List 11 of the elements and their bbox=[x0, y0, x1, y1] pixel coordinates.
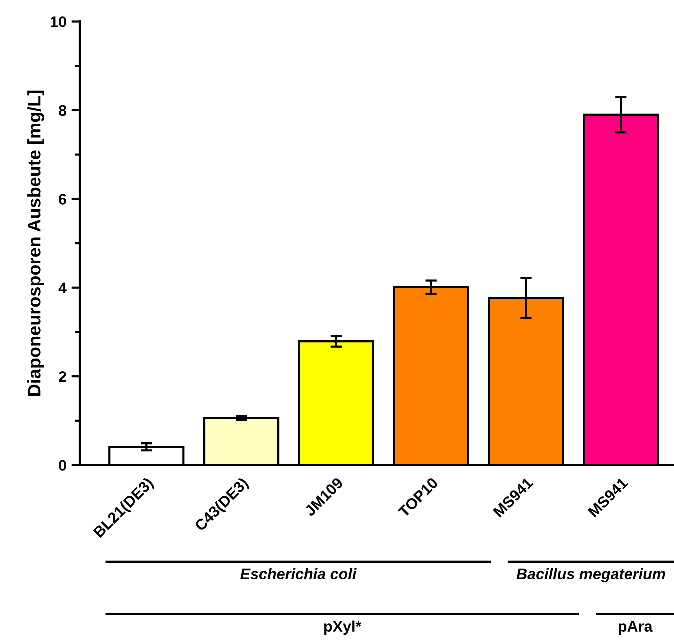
y-tick-label: 2 bbox=[59, 371, 66, 382]
text: pAra bbox=[618, 621, 653, 636]
text: pXyl* bbox=[324, 620, 362, 636]
text: Escherichia coli bbox=[240, 568, 357, 580]
y-tick-label: 6 bbox=[59, 194, 66, 205]
text: Bacillus megaterium bbox=[516, 568, 666, 583]
y-axis-title: Diaponeurosporen Ausbeute [mg/L] bbox=[28, 90, 44, 396]
y-tick-label: 10 bbox=[50, 16, 66, 28]
y-tick-label: 8 bbox=[59, 105, 67, 116]
y-tick-label: 4 bbox=[58, 282, 67, 294]
y-tick-label: 0 bbox=[59, 460, 66, 471]
